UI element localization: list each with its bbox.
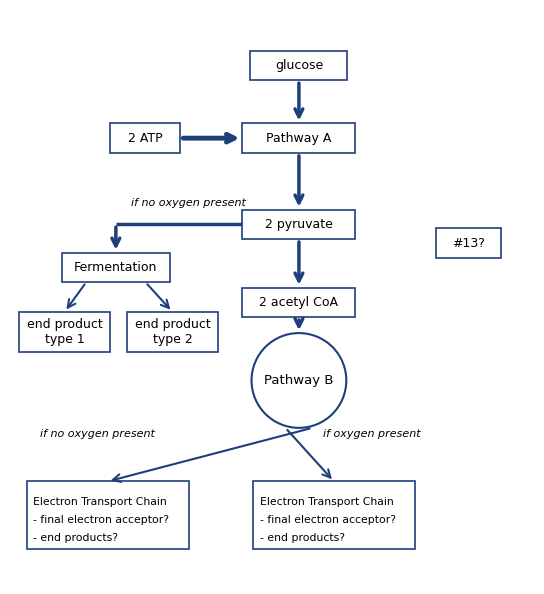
Text: 2 acetyl CoA: 2 acetyl CoA xyxy=(259,296,338,309)
Text: - final electron acceptor?: - final electron acceptor? xyxy=(259,516,395,526)
Text: Electron Transport Chain: Electron Transport Chain xyxy=(34,497,167,507)
Text: end product
type 2: end product type 2 xyxy=(134,318,211,346)
FancyBboxPatch shape xyxy=(243,124,355,153)
FancyBboxPatch shape xyxy=(62,252,170,282)
Text: #13?: #13? xyxy=(452,236,485,249)
Text: Pathway B: Pathway B xyxy=(264,374,333,387)
Text: Pathway A: Pathway A xyxy=(266,132,332,145)
FancyBboxPatch shape xyxy=(127,312,218,352)
Text: if oxygen present: if oxygen present xyxy=(323,429,421,440)
FancyBboxPatch shape xyxy=(19,312,110,352)
FancyBboxPatch shape xyxy=(436,228,501,258)
Circle shape xyxy=(251,333,347,428)
FancyBboxPatch shape xyxy=(27,481,189,549)
FancyBboxPatch shape xyxy=(243,287,355,317)
Text: - end products?: - end products? xyxy=(259,533,344,543)
Text: - end products?: - end products? xyxy=(34,533,119,543)
Text: 2 pyruvate: 2 pyruvate xyxy=(265,218,333,231)
Text: end product
type 1: end product type 1 xyxy=(27,318,103,346)
FancyBboxPatch shape xyxy=(250,50,348,80)
Text: Fermentation: Fermentation xyxy=(74,261,158,274)
Text: - final electron acceptor?: - final electron acceptor? xyxy=(34,516,170,526)
Text: 2 ATP: 2 ATP xyxy=(128,132,163,145)
Text: if no oxygen present: if no oxygen present xyxy=(131,198,246,208)
FancyBboxPatch shape xyxy=(253,481,415,549)
FancyBboxPatch shape xyxy=(110,124,181,153)
Text: Electron Transport Chain: Electron Transport Chain xyxy=(259,497,393,507)
FancyBboxPatch shape xyxy=(243,210,355,239)
Text: glucose: glucose xyxy=(275,59,323,72)
Text: if no oxygen present: if no oxygen present xyxy=(40,429,154,440)
